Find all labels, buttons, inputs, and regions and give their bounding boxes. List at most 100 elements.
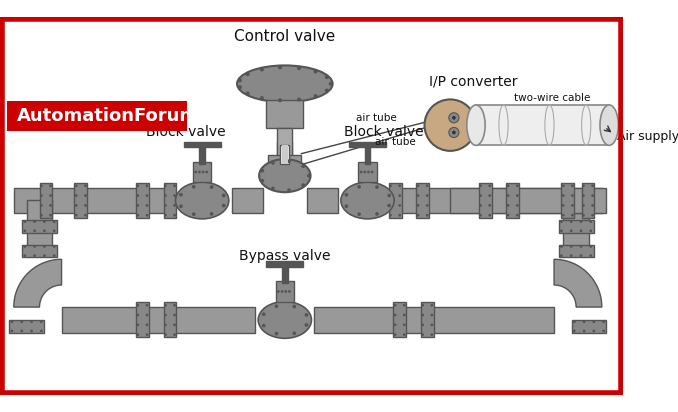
FancyBboxPatch shape [282,267,287,283]
Circle shape [198,171,201,173]
Circle shape [431,314,433,316]
FancyBboxPatch shape [397,187,602,213]
Circle shape [426,194,428,197]
Circle shape [260,68,264,72]
Circle shape [136,214,139,217]
Circle shape [49,204,52,207]
Circle shape [488,194,491,197]
Circle shape [245,91,250,96]
Circle shape [304,313,308,317]
Circle shape [146,194,148,197]
Circle shape [506,194,509,197]
Circle shape [40,204,43,207]
FancyBboxPatch shape [393,302,406,337]
Circle shape [292,305,296,308]
Circle shape [394,314,397,316]
Circle shape [360,171,363,173]
Circle shape [205,171,208,173]
Circle shape [49,194,52,197]
Polygon shape [14,259,62,307]
FancyBboxPatch shape [476,105,609,145]
Circle shape [357,212,361,216]
Circle shape [43,229,46,232]
FancyBboxPatch shape [277,142,292,187]
Circle shape [426,185,428,187]
Circle shape [20,330,23,332]
Circle shape [136,314,139,316]
Circle shape [287,188,291,192]
Circle shape [431,304,433,307]
Circle shape [571,194,574,197]
Circle shape [421,333,424,336]
Circle shape [394,323,397,326]
Circle shape [75,204,78,207]
Circle shape [398,185,401,187]
Text: AutomationForum.Co: AutomationForum.Co [16,107,231,125]
Circle shape [164,204,167,207]
Circle shape [398,194,401,197]
FancyBboxPatch shape [39,183,52,218]
FancyBboxPatch shape [421,302,434,337]
Circle shape [387,194,391,197]
Circle shape [173,304,176,307]
Circle shape [164,194,167,197]
FancyBboxPatch shape [26,201,52,248]
FancyBboxPatch shape [572,320,606,333]
Circle shape [506,204,509,207]
Circle shape [262,324,266,328]
Ellipse shape [258,302,311,338]
FancyBboxPatch shape [450,187,606,213]
Circle shape [516,185,519,187]
Circle shape [389,185,392,187]
Circle shape [602,321,605,323]
FancyBboxPatch shape [268,154,302,166]
Ellipse shape [424,99,476,151]
Circle shape [479,194,482,197]
Circle shape [201,171,205,173]
Circle shape [238,78,242,82]
Circle shape [580,229,582,232]
Circle shape [591,204,594,207]
Circle shape [394,304,397,307]
FancyBboxPatch shape [14,187,173,213]
FancyBboxPatch shape [479,183,492,218]
Circle shape [371,171,374,173]
Circle shape [192,185,195,189]
Circle shape [49,185,52,187]
Circle shape [582,214,585,217]
FancyBboxPatch shape [349,142,386,147]
FancyBboxPatch shape [62,307,256,333]
Circle shape [30,321,33,323]
FancyBboxPatch shape [314,307,554,333]
Circle shape [426,214,428,217]
Circle shape [403,323,405,326]
Circle shape [417,194,420,197]
FancyBboxPatch shape [199,147,205,164]
Circle shape [173,185,176,187]
Circle shape [570,220,573,223]
Circle shape [582,194,585,197]
Circle shape [325,75,329,79]
Circle shape [431,323,433,326]
Circle shape [307,174,311,178]
FancyBboxPatch shape [307,187,338,213]
FancyBboxPatch shape [22,245,57,258]
Text: Control valve: Control valve [234,29,336,44]
Circle shape [297,98,301,101]
Circle shape [582,321,585,323]
Circle shape [452,131,456,134]
Circle shape [43,245,46,248]
Circle shape [146,214,148,217]
Circle shape [417,185,420,187]
Circle shape [245,72,250,76]
Circle shape [146,323,148,326]
Circle shape [479,204,482,207]
Circle shape [275,332,278,335]
Circle shape [278,98,282,102]
Circle shape [301,183,305,187]
Circle shape [146,304,148,307]
Ellipse shape [259,159,311,192]
Circle shape [344,193,348,197]
Circle shape [164,333,167,336]
Ellipse shape [600,105,618,145]
